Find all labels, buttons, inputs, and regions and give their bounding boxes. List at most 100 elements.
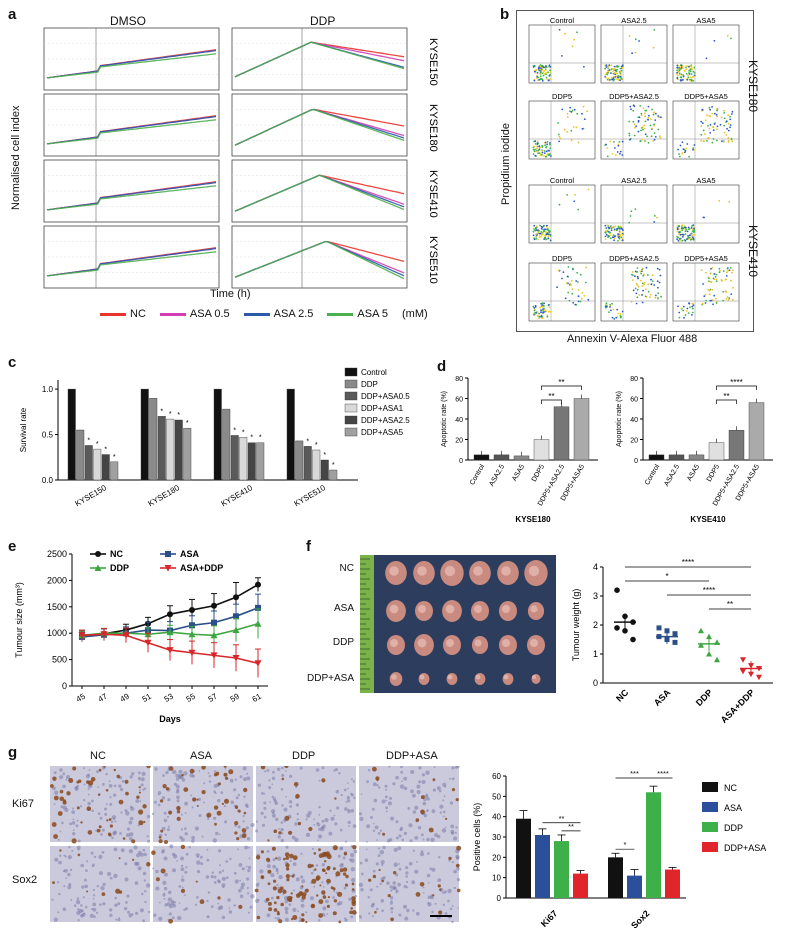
apoptosis-bar [648,454,665,461]
flow-event-dot [620,73,622,76]
nucleus [256,820,259,823]
positive-nucleus [282,889,287,894]
flow-event-dot [542,310,544,312]
nucleus [425,794,429,799]
flow-event-dot [700,120,703,123]
positive-nucleus [301,913,305,917]
nucleus [206,848,209,851]
flow-event-dot [561,277,563,280]
nucleus [386,881,390,885]
flow-event-dot [685,68,688,71]
positive-nucleus [159,799,164,803]
panel-a-xlabel: Time (h) [210,288,251,300]
nucleus [117,918,121,922]
sig-mark: * [242,429,245,436]
panel-b-flow-grid: Control ASA2.5 ASA5 DDP5 DDP5+ASA2.5 DDP5+ASA… [516,10,754,332]
flow-event-dot [628,134,631,137]
nucleus [448,859,451,862]
positive-nucleus [285,867,290,871]
flow-event-dot [605,227,608,229]
flow-event-dot [633,123,636,126]
nucleus [398,867,402,871]
flow-event-dot [550,155,552,157]
flow-plot-title: Control [550,16,575,25]
positive-nucleus [90,777,96,782]
nucleus [428,882,430,884]
nucleus [67,855,72,860]
nucleus [337,854,341,858]
positive-nucleus [273,908,278,912]
flow-plot-frame [528,24,596,84]
nucleus [390,911,393,914]
nucleus [113,873,118,879]
survival-bar [286,388,295,481]
positive-cells-bar [516,818,531,898]
nucleus [163,811,167,815]
positive-nucleus [319,884,322,887]
positive-nucleus [176,816,181,821]
nucleus [347,809,351,814]
nucleus [280,832,284,835]
flow-event-dot [546,78,549,81]
flow-event-dot [682,79,684,81]
flow-event-dot [605,233,608,236]
nucleus [181,875,184,878]
flow-event-dot [678,316,681,319]
nucleus [296,812,299,816]
nucleus [368,912,371,915]
nucleus [439,804,444,809]
positive-nucleus [98,825,102,829]
category-label: KYSE510 [292,483,327,508]
nucleus [205,875,210,879]
nucleus [450,829,455,834]
positive-nucleus [327,896,330,899]
positive-nucleus [254,888,259,893]
nucleus [384,784,388,788]
nucleus [210,905,214,909]
x-tick-label: 55 [185,691,198,704]
nucleus [313,818,315,821]
nucleus [266,864,271,869]
flow-event-dot [729,126,731,129]
flow-event-dot [704,133,706,135]
flow-event-dot [535,238,538,240]
nucleus [146,883,151,888]
flow-event-dot [715,278,718,281]
flow-event-dot [606,73,608,76]
flow-event-dot [722,299,725,302]
nucleus [390,889,393,892]
nucleus [289,816,291,819]
flow-event-dot [609,79,611,81]
positive-nucleus [57,811,63,816]
nucleus [315,864,319,867]
nucleus [412,793,416,798]
flow-event-dot [619,225,622,228]
flow-event-dot [583,118,586,121]
nucleus [395,889,399,893]
nucleus [323,914,326,917]
positive-cells-bar [554,841,569,898]
nucleus [217,902,220,905]
nucleus [311,847,314,850]
nucleus [77,919,80,922]
flow-event-dot [619,231,621,233]
row-label: KYSE410 [427,170,439,218]
nucleus [403,904,407,909]
flow-event-dot [685,72,688,75]
flow-event-dot [635,125,637,128]
flow-event-dot [709,272,712,275]
y-tick-label: 4 [593,562,598,572]
flow-event-dot [690,73,693,75]
flow-event-dot [689,70,692,73]
nucleus [184,832,188,836]
positive-nucleus [143,820,146,824]
nucleus [72,807,75,810]
survival-bar [312,449,321,481]
nucleus [269,801,271,803]
positive-nucleus [420,809,425,815]
nucleus [92,898,95,900]
positive-nucleus [325,872,328,875]
nucleus [426,797,430,801]
nucleus [337,789,339,792]
nucleus [381,799,386,804]
